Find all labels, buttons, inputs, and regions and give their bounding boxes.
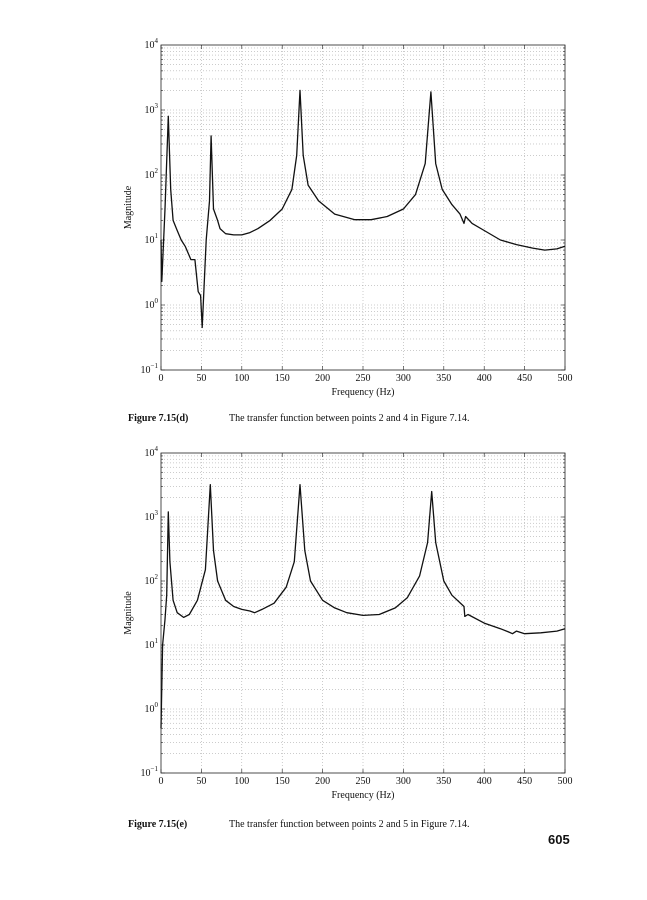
x-tick-label: 0 xyxy=(159,776,164,787)
y-tick-label: 102 xyxy=(145,167,159,181)
figure-label: Figure 7.15(e) xyxy=(128,819,188,830)
chart-7-15e: 0 50 100 150 200 250 300 350 400 450 500 104 103 102 1… xyxy=(123,445,573,801)
x-tick-label: 250 xyxy=(356,776,371,787)
y-tick-label: 104 xyxy=(145,37,159,51)
caption-text: The transfer function between points 2 a… xyxy=(229,413,470,424)
figure-caption-d: Figure 7.15(d) The transfer function betw… xyxy=(128,413,470,424)
y-tick-label: 104 xyxy=(145,445,159,459)
x-tick-label: 300 xyxy=(396,776,411,787)
x-tick-label: 400 xyxy=(477,776,492,787)
y-tick-label: 103 xyxy=(145,509,159,523)
x-tick-label: 500 xyxy=(558,776,573,787)
caption-text: The transfer function between points 2 a… xyxy=(229,819,470,830)
x-tick-label: 300 xyxy=(396,373,411,384)
figure-caption-e: Figure 7.15(e) The transfer function betw… xyxy=(128,819,470,830)
y-tick-label: 101 xyxy=(145,637,159,651)
y-tick-label: 100 xyxy=(145,701,159,715)
y-tick-label: 100 xyxy=(145,297,159,311)
x-tick-label: 50 xyxy=(196,776,206,787)
figure-label: Figure 7.15(d) xyxy=(128,413,189,424)
x-tick-label: 250 xyxy=(356,373,371,384)
x-tick-label: 100 xyxy=(234,776,249,787)
chart-7-15d: 0 50 100 150 200 250 300 350 400 450 500 104 103 102 1… xyxy=(123,37,573,398)
x-tick-label: 450 xyxy=(517,776,532,787)
x-tick-label: 150 xyxy=(275,776,290,787)
x-axis-label: Frequency (Hz) xyxy=(331,387,394,398)
series-line xyxy=(160,484,566,729)
y-axis-label: Magnitude xyxy=(123,185,134,229)
x-tick-label: 50 xyxy=(196,373,206,384)
x-tick-label: 150 xyxy=(275,373,290,384)
x-tick-label: 450 xyxy=(517,373,532,384)
x-tick-label: 400 xyxy=(477,373,492,384)
x-tick-label: 350 xyxy=(436,776,451,787)
y-tick-label: 102 xyxy=(145,573,159,587)
y-tick-label: 10−1 xyxy=(141,362,159,376)
y-tick-label: 103 xyxy=(145,102,159,116)
y-tick-label: 101 xyxy=(145,232,159,246)
x-tick-label: 0 xyxy=(159,373,164,384)
y-tick-label: 10−1 xyxy=(141,765,159,779)
x-tick-label: 200 xyxy=(315,776,330,787)
plot-frame xyxy=(160,452,566,774)
plot-frame xyxy=(160,44,566,371)
x-tick-label: 500 xyxy=(558,373,573,384)
x-axis-label: Frequency (Hz) xyxy=(331,790,394,801)
page-number: 605 xyxy=(548,832,570,847)
x-tick-label: 350 xyxy=(436,373,451,384)
x-tick-label: 100 xyxy=(234,373,249,384)
series-line xyxy=(160,89,566,329)
x-tick-label: 200 xyxy=(315,373,330,384)
y-axis-label: Magnitude xyxy=(123,591,134,635)
